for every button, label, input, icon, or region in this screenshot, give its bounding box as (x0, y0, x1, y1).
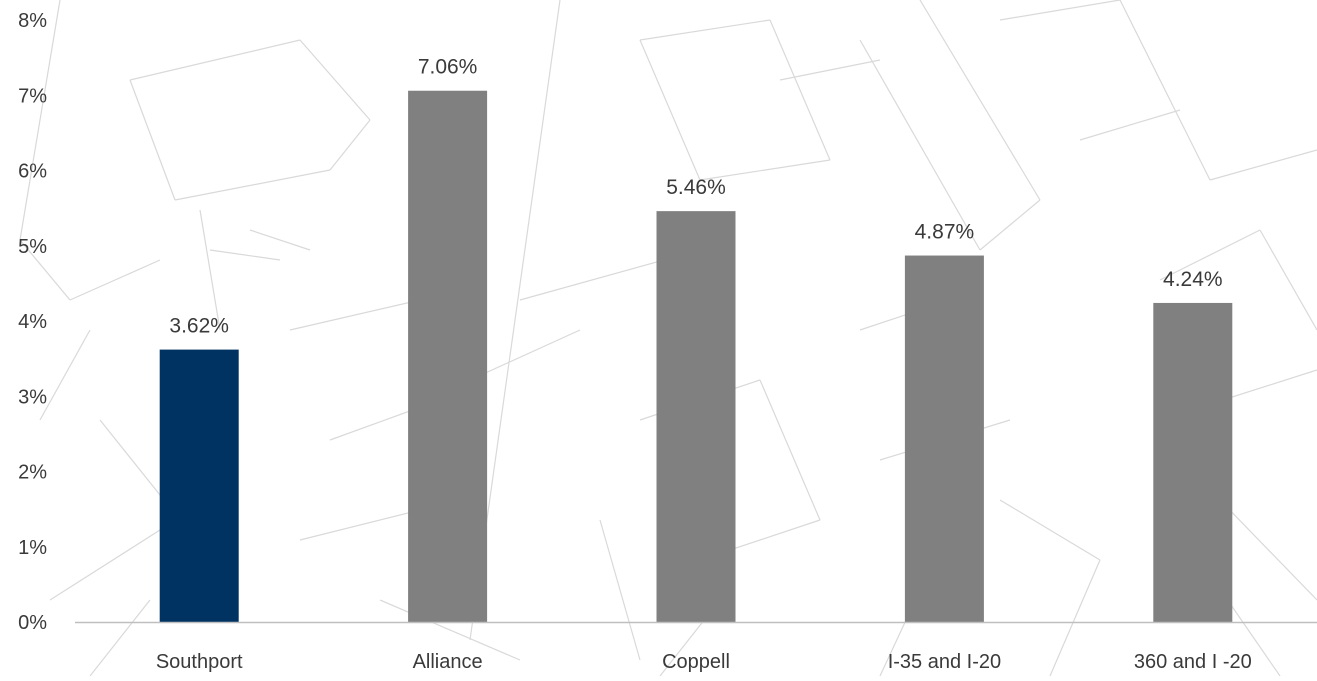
background-map-line (699, 159, 831, 181)
x-tick-label: 360 and I -20 (1134, 651, 1252, 673)
background-map-line (299, 39, 371, 121)
background-map-line (1119, 0, 1211, 181)
background-map-line (209, 249, 281, 261)
background-map-line (329, 119, 371, 171)
data-label: 3.62% (169, 315, 229, 338)
y-tick-label: 3% (18, 386, 47, 408)
bar (159, 349, 239, 622)
bar (656, 211, 736, 622)
background-map-line (1079, 109, 1181, 141)
background-map-line (779, 59, 881, 81)
background-map-line (639, 39, 701, 181)
data-label: 4.24% (1163, 268, 1223, 291)
y-tick-label: 8% (18, 10, 47, 32)
background-map-line (639, 19, 771, 41)
background-map-line (1049, 559, 1101, 677)
background-map-line (89, 599, 151, 677)
background-map-line (979, 199, 1041, 251)
background-map-line (69, 259, 161, 301)
background-map-line (999, 0, 1121, 21)
bar (408, 90, 488, 623)
background-map-line (469, 329, 581, 381)
bar (1153, 302, 1233, 622)
y-tick-label: 2% (18, 462, 47, 484)
background-map-line (759, 379, 821, 521)
data-label: 5.46% (666, 176, 726, 199)
x-tick-label: Coppell (662, 651, 730, 673)
background-map-line (859, 39, 981, 251)
y-tick-label: 4% (18, 311, 47, 333)
background-map-line (379, 599, 521, 661)
y-tick-label: 6% (18, 161, 47, 183)
background-map-line (1259, 229, 1317, 331)
y-tick-label: 1% (18, 537, 47, 559)
x-axis-tick-labels: Southport Alliance Coppell I-35 and I-20 360… (156, 651, 1252, 673)
background-map-line (249, 229, 311, 251)
background-map-line (174, 169, 331, 201)
bar (904, 255, 984, 622)
y-tick-label: 0% (18, 612, 47, 634)
x-tick-label: I-35 and I-20 (888, 651, 1001, 673)
background-map-line (999, 499, 1101, 561)
background-map-line (19, 239, 71, 301)
background-map-line (599, 519, 641, 661)
background-map-line (129, 79, 176, 201)
y-tick-label: 5% (18, 236, 47, 258)
background-map-line (1209, 149, 1317, 181)
x-tick-label: Southport (156, 651, 243, 673)
x-tick-label: Alliance (413, 651, 483, 673)
background-map-line (769, 19, 831, 161)
background-map-line (199, 209, 221, 331)
y-tick-label: 7% (18, 85, 47, 107)
background-map-line (1159, 229, 1261, 281)
data-label: 4.87% (915, 221, 975, 244)
data-label: 7.06% (418, 56, 478, 79)
background-map-line (129, 39, 301, 81)
background-map-line (39, 329, 91, 421)
background-map-line (19, 0, 61, 241)
bars (159, 90, 1233, 623)
background-map-line (289, 299, 421, 331)
background-map-line (919, 0, 1041, 201)
background-map-line (1219, 499, 1317, 601)
background-map-line (49, 529, 161, 601)
y-axis-tick-labels: 0% 1% 2% 3% 4% 5% 6% 7% 8% (18, 10, 47, 634)
data-labels: 3.62% 7.06% 5.46% 4.87% 4.24% (169, 56, 1222, 338)
